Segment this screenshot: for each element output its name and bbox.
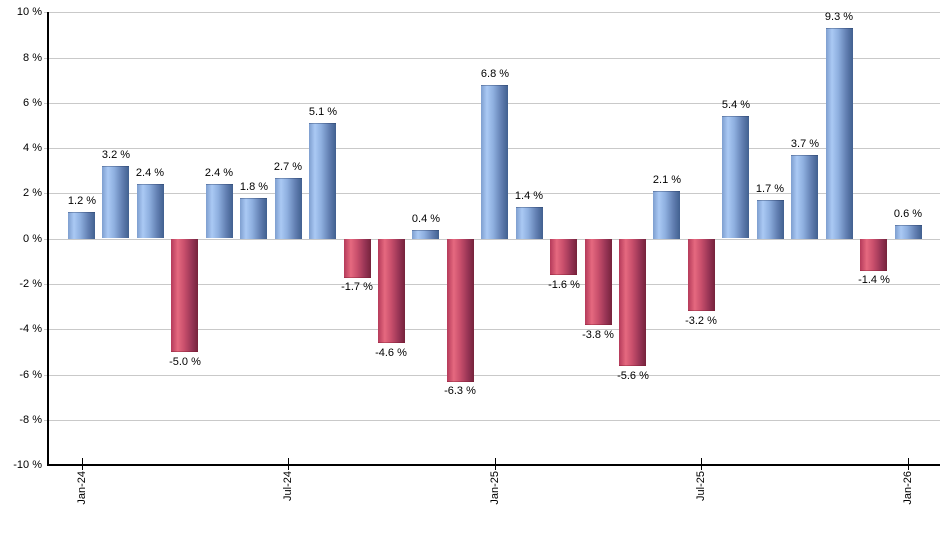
- bar-value-label: 1.4 %: [514, 190, 544, 202]
- bar-value-label: 2.1 %: [652, 174, 682, 186]
- y-axis-tick-label: 10 %: [16, 6, 42, 18]
- bar-may-25: [619, 239, 646, 366]
- bar-value-label: 1.2 %: [67, 195, 97, 207]
- bar-sep-24: [344, 239, 371, 278]
- bar-value-label: -3.8 %: [582, 329, 614, 341]
- y-axis-tick-label: -2 %: [19, 278, 42, 290]
- bar-may-24: [206, 184, 233, 238]
- bar-aug-24: [309, 123, 336, 239]
- y-axis-line: [47, 12, 49, 466]
- gridline: [44, 12, 940, 13]
- y-axis-tick-label: 2 %: [23, 187, 42, 199]
- bar-sep-25: [757, 200, 784, 239]
- y-axis-tick-label: -4 %: [19, 323, 42, 335]
- bar-value-label: -4.6 %: [375, 347, 407, 359]
- bar-nov-24: [412, 230, 439, 239]
- bar-value-label: 1.8 %: [239, 181, 269, 193]
- bar-oct-24: [378, 239, 405, 343]
- y-axis-tick-label: -10 %: [13, 459, 42, 471]
- bar-value-label: -3.2 %: [685, 315, 717, 327]
- bar-value-label: 2.4 %: [135, 167, 165, 179]
- bar-value-label: -5.6 %: [617, 370, 649, 382]
- x-axis-tick: [495, 458, 496, 470]
- y-axis-tick-label: -6 %: [19, 369, 42, 381]
- bar-dec-25: [860, 239, 887, 271]
- bar-value-label: 5.4 %: [721, 99, 751, 111]
- gridline: [44, 58, 940, 59]
- gridline: [44, 284, 940, 285]
- bar-nov-25: [826, 28, 853, 239]
- bar-value-label: -6.3 %: [444, 385, 476, 397]
- x-axis-tick: [288, 458, 289, 470]
- x-axis-tick-label: Jan-25: [489, 471, 501, 505]
- bar-jul-24: [275, 178, 302, 239]
- bar-feb-24: [102, 166, 129, 238]
- bar-value-label: -1.7 %: [341, 281, 373, 293]
- bar-value-label: 5.1 %: [308, 106, 338, 118]
- gridline: [44, 420, 940, 421]
- bar-jun-24: [240, 198, 267, 239]
- x-axis-tick: [82, 458, 83, 470]
- x-axis-tick-label: Jan-24: [76, 471, 88, 505]
- bar-value-label: 0.4 %: [411, 213, 441, 225]
- bar-aug-25: [722, 116, 749, 238]
- gridline: [44, 329, 940, 330]
- bar-value-label: 3.7 %: [790, 138, 820, 150]
- x-axis-tick-label: Jul-25: [695, 471, 707, 501]
- bar-jul-25: [688, 239, 715, 311]
- bar-mar-25: [550, 239, 577, 275]
- y-axis-tick-label: 0 %: [23, 233, 42, 245]
- bar-value-label: 1.7 %: [755, 183, 785, 195]
- bar-jan-24: [68, 212, 95, 239]
- bar-mar-24: [137, 184, 164, 238]
- y-axis-tick-label: 8 %: [23, 52, 42, 64]
- y-axis-tick-label: 4 %: [23, 142, 42, 154]
- bar-value-label: 6.8 %: [480, 68, 510, 80]
- bar-value-label: -5.0 %: [169, 356, 201, 368]
- gridline: [44, 375, 940, 376]
- bar-value-label: -1.4 %: [858, 274, 890, 286]
- x-axis-tick: [701, 458, 702, 470]
- bar-value-label: 0.6 %: [893, 208, 923, 220]
- x-axis-tick-label: Jul-24: [282, 471, 294, 501]
- bar-dec-24: [447, 239, 474, 382]
- bar-jun-25: [653, 191, 680, 239]
- bar-value-label: 2.4 %: [204, 167, 234, 179]
- x-axis-line: [47, 464, 940, 466]
- bar-apr-24: [171, 239, 198, 352]
- bar-value-label: 9.3 %: [824, 11, 854, 23]
- x-axis-tick-label: Jan-26: [902, 471, 914, 505]
- gridline: [44, 239, 940, 240]
- bar-jan-25: [481, 85, 508, 239]
- bar-value-label: -1.6 %: [548, 279, 580, 291]
- bar-value-label: 2.7 %: [273, 161, 303, 173]
- bar-jan-26: [895, 225, 922, 239]
- bar-feb-25: [516, 207, 543, 239]
- bar-apr-25: [585, 239, 612, 325]
- bar-oct-25: [791, 155, 818, 239]
- x-axis-tick: [908, 458, 909, 470]
- y-axis-tick-label: -8 %: [19, 414, 42, 426]
- bar-value-label: 3.2 %: [101, 149, 131, 161]
- y-axis-tick-label: 6 %: [23, 97, 42, 109]
